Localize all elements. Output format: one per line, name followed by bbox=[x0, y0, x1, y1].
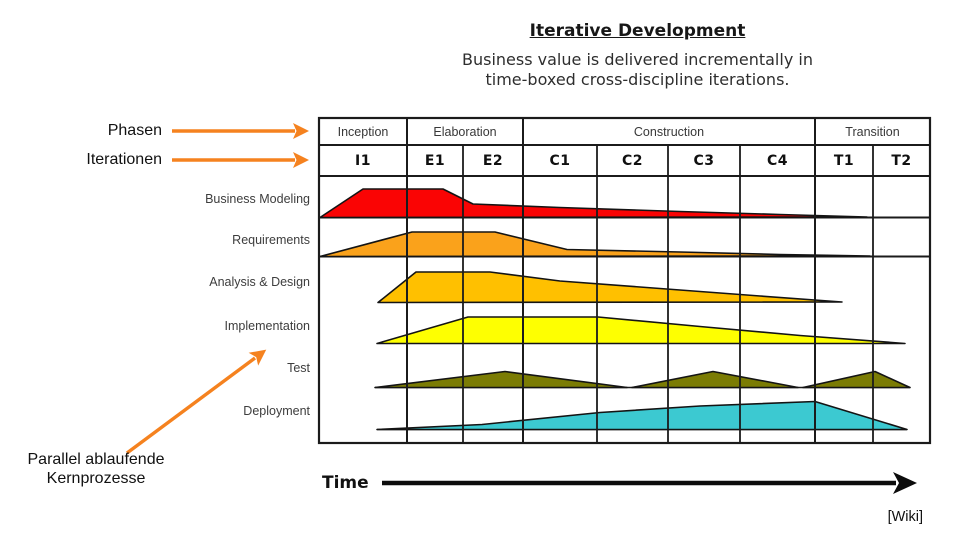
hump-analysis-design bbox=[377, 271, 843, 304]
hump-implementation bbox=[376, 316, 906, 345]
parallel-processes-arrow bbox=[125, 349, 267, 455]
hump-test bbox=[631, 370, 799, 389]
hump-test bbox=[802, 370, 911, 389]
hump-test bbox=[374, 370, 628, 389]
row-label-analysis-design: Analysis & Design bbox=[209, 275, 310, 289]
hump-requirements bbox=[319, 231, 871, 258]
grid-lines bbox=[317, 116, 932, 445]
page-title: Iterative Development bbox=[529, 21, 746, 41]
iteration-cell-c4: C4 bbox=[766, 152, 788, 169]
iteration-cell-e1: E1 bbox=[424, 152, 446, 169]
iteration-cell-c1: C1 bbox=[549, 152, 571, 169]
iterations-annotation: Iterationen bbox=[86, 151, 162, 168]
parallel-annotation-line-2: Kernprozesse bbox=[46, 470, 146, 487]
attribution-label: [Wiki] bbox=[887, 509, 923, 525]
phase-cell-elaboration: Elaboration bbox=[433, 124, 497, 139]
phase-cell-transition: Transition bbox=[845, 124, 900, 139]
annotation-arrows bbox=[125, 123, 309, 455]
hump-deployment bbox=[376, 400, 908, 431]
phase-cell-inception: Inception bbox=[337, 124, 389, 139]
subtitle-line-2: time-boxed cross-discipline iterations. bbox=[485, 70, 790, 89]
iteration-cell-t2: T2 bbox=[891, 152, 912, 169]
phases-annotation: Phasen bbox=[107, 122, 162, 139]
subtitle-line-1: Business value is delivered incrementall… bbox=[462, 50, 813, 69]
iteration-cell-t1: T1 bbox=[833, 152, 855, 169]
row-label-requirements: Requirements bbox=[232, 233, 310, 247]
iteration-cell-e2: E2 bbox=[482, 152, 504, 169]
row-label-business-modeling: Business Modeling bbox=[205, 192, 310, 206]
row-label-implementation: Implementation bbox=[224, 319, 310, 333]
iteration-cell-c3: C3 bbox=[693, 152, 715, 169]
hump-business-modeling bbox=[319, 188, 868, 219]
row-label-deployment: Deployment bbox=[243, 404, 310, 418]
phase-cell-construction: Construction bbox=[633, 124, 705, 139]
iteration-cell-c2: C2 bbox=[621, 152, 643, 169]
row-label-test: Test bbox=[287, 361, 310, 375]
iteration-cell-i1: I1 bbox=[355, 152, 371, 169]
parallel-annotation-line-1: Parallel ablaufende bbox=[27, 451, 165, 468]
humps-layer bbox=[319, 188, 911, 431]
time-axis-label: Time bbox=[322, 473, 369, 493]
